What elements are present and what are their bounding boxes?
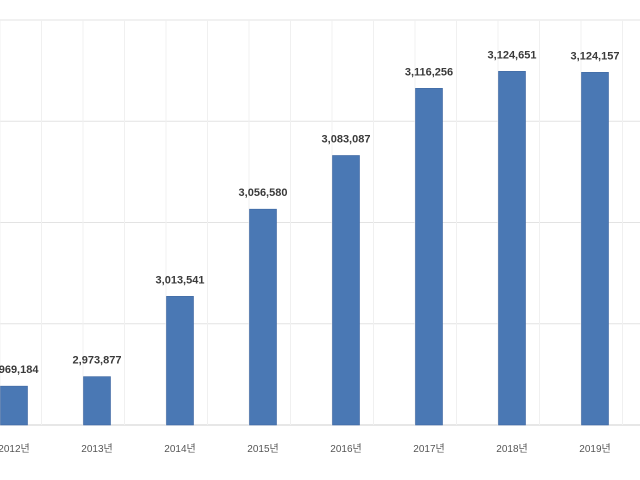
x-tick-label-2014년: 2014년 <box>164 443 195 455</box>
bar-2013년 <box>83 376 111 426</box>
bar-2019년 <box>581 72 609 426</box>
bar-2018년 <box>498 71 526 426</box>
x-tick-label-2019년: 2019년 <box>579 443 610 455</box>
bar-2017년 <box>415 88 443 426</box>
data-label-2016년: 3,083,087 <box>322 133 371 145</box>
x-tick-label-2018년: 2018년 <box>496 443 527 455</box>
data-label-2014년: 3,013,541 <box>156 274 205 286</box>
data-label-2012년: 2,969,184 <box>0 364 39 376</box>
gridlines <box>0 19 640 426</box>
x-tick-label-2015년: 2015년 <box>247 443 278 455</box>
data-label-2018년: 3,124,651 <box>488 49 537 61</box>
x-tick-label-2013년: 2013년 <box>81 443 112 455</box>
data-label-2015년: 3,056,580 <box>239 187 288 199</box>
data-label-2019년: 3,124,157 <box>571 50 620 62</box>
x-tick-label-2012년: 2012년 <box>0 443 30 455</box>
bars <box>0 71 609 426</box>
x-tick-label-2017년: 2017년 <box>413 443 444 455</box>
x-tick-label-2016년: 2016년 <box>330 443 361 455</box>
x-axis-ticks: 2012년 2013년 2014년 2015년 2016년 2017년 2018년 2019년 <box>0 443 611 455</box>
data-label-2017년: 3,116,256 <box>405 66 453 78</box>
bar-2016년 <box>332 155 360 426</box>
bar-2015년 <box>249 208 277 426</box>
data-label-2013년: 2,973,877 <box>73 355 122 367</box>
bar-2014년 <box>166 296 194 426</box>
data-labels: 2,969,184 2,973,877 3,013,541 3,056,580 3,08… <box>0 49 619 376</box>
bar-2012년 <box>0 385 28 426</box>
